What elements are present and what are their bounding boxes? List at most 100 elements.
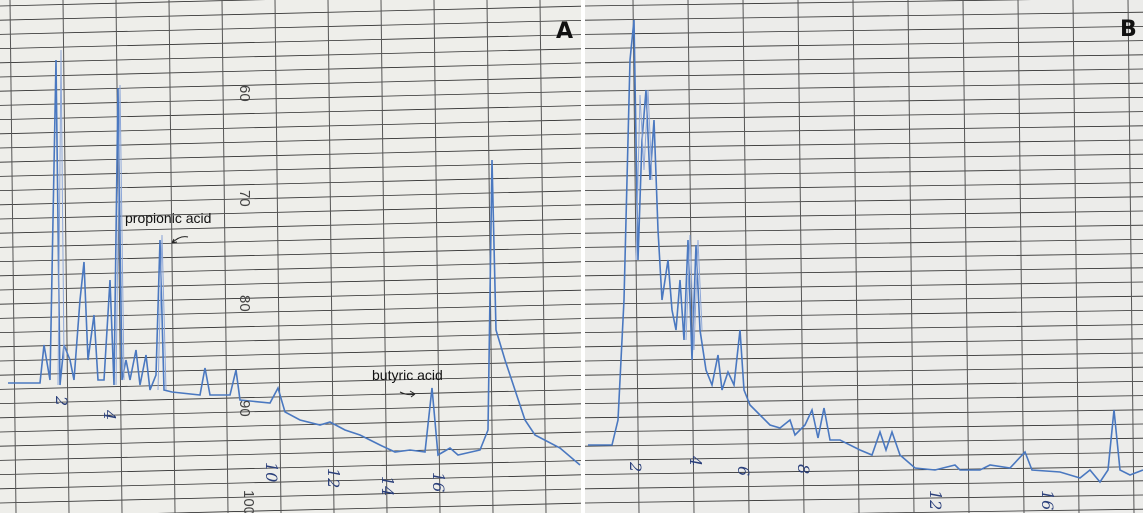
handwritten-mark: 4 xyxy=(686,455,705,466)
trace-line xyxy=(588,19,1143,484)
grid-line xyxy=(274,0,282,513)
handwritten-mark: 8 xyxy=(794,464,813,474)
arrow xyxy=(171,236,189,244)
arrow xyxy=(399,390,416,398)
grid-line xyxy=(585,366,1143,376)
grid-line xyxy=(0,204,581,220)
handwritten-mark: 2 xyxy=(626,461,645,472)
grid-line xyxy=(585,480,1143,490)
grid-line xyxy=(742,0,750,513)
panel-a-paper xyxy=(0,0,581,513)
scale-label: 70 xyxy=(236,190,253,207)
grid-line xyxy=(62,0,70,513)
grid-line xyxy=(0,375,581,390)
grid-line xyxy=(585,267,1143,277)
grid-line xyxy=(0,76,581,92)
grid-line xyxy=(585,423,1143,433)
grid-line xyxy=(585,253,1143,262)
grid-line xyxy=(585,111,1143,120)
grid-line xyxy=(585,26,1143,35)
handwritten-mark: 10 xyxy=(262,462,281,482)
grid-line xyxy=(585,82,1143,92)
handwritten-mark: 2 xyxy=(52,395,71,406)
trace-peak xyxy=(57,49,65,386)
handwritten-mark: 14 xyxy=(378,476,397,496)
grid-line xyxy=(585,395,1143,404)
handwritten-mark: 12 xyxy=(324,468,343,488)
grid-line xyxy=(585,452,1143,461)
grid-line xyxy=(0,460,581,475)
grid-line xyxy=(0,431,581,447)
grid-line xyxy=(585,139,1143,149)
grid-line xyxy=(0,162,581,177)
grid-line xyxy=(0,147,581,163)
grid-line xyxy=(0,62,581,78)
scale-label: 60 xyxy=(236,85,253,102)
grid-line xyxy=(585,182,1143,191)
trace-peak xyxy=(157,234,167,391)
grid-line xyxy=(157,502,581,513)
scale-label: 90 xyxy=(236,400,253,417)
grid-line xyxy=(0,488,581,504)
grid-line xyxy=(0,233,581,248)
grid-a xyxy=(0,0,581,513)
trace-peak xyxy=(685,234,703,351)
grid-line xyxy=(0,20,581,35)
grid-line xyxy=(585,54,1143,64)
grid-line xyxy=(327,0,335,513)
grid-line xyxy=(168,0,176,513)
grid-line xyxy=(0,446,581,461)
grid-line xyxy=(221,0,229,513)
handwritten-mark: 12 xyxy=(926,490,945,510)
grid-line xyxy=(0,261,581,277)
grid-line xyxy=(585,281,1143,291)
grid-line xyxy=(0,289,581,305)
handwritten-mark: 4 xyxy=(100,409,119,420)
trace-a xyxy=(8,49,581,466)
trace-peak xyxy=(635,89,653,261)
panel-b-paper xyxy=(585,0,1143,513)
grid-line xyxy=(585,11,1143,21)
grid-line xyxy=(0,403,581,419)
scale-label: 100 xyxy=(240,490,257,513)
grid-line xyxy=(0,119,581,135)
grid-line xyxy=(852,0,860,513)
grid-line xyxy=(433,0,441,513)
grid-line xyxy=(585,352,1143,362)
grid-line xyxy=(585,494,1143,504)
grid-line xyxy=(962,0,970,513)
grid-line xyxy=(585,68,1143,78)
grid-line xyxy=(585,437,1143,447)
grid-line xyxy=(0,304,581,319)
grid-line xyxy=(585,338,1143,348)
grid-line xyxy=(585,324,1143,333)
grid-line xyxy=(0,318,581,333)
grid-line xyxy=(0,218,581,234)
grid-line xyxy=(585,409,1143,419)
grid-line xyxy=(1017,0,1025,513)
grid-line xyxy=(0,5,581,21)
grid-line xyxy=(585,40,1143,49)
handwritten-mark: 16 xyxy=(1038,490,1057,510)
grid-line xyxy=(0,48,581,64)
grid-line xyxy=(585,210,1143,220)
grid-line xyxy=(0,190,581,206)
grid-line xyxy=(380,0,388,513)
grid-line xyxy=(0,0,266,7)
grid-line xyxy=(850,508,1143,513)
grid-line xyxy=(0,133,581,149)
grid-line xyxy=(585,125,1143,135)
grid-line xyxy=(907,0,915,513)
grid-line xyxy=(0,34,581,49)
grid-line xyxy=(539,0,547,513)
grid-line xyxy=(585,224,1143,234)
grid-line xyxy=(0,176,581,191)
grid-line xyxy=(0,474,581,490)
grid-line xyxy=(585,153,1143,163)
grid-line xyxy=(0,247,581,262)
grid-line xyxy=(1072,0,1080,513)
grid-line xyxy=(585,97,1143,106)
grid-line xyxy=(585,196,1143,206)
